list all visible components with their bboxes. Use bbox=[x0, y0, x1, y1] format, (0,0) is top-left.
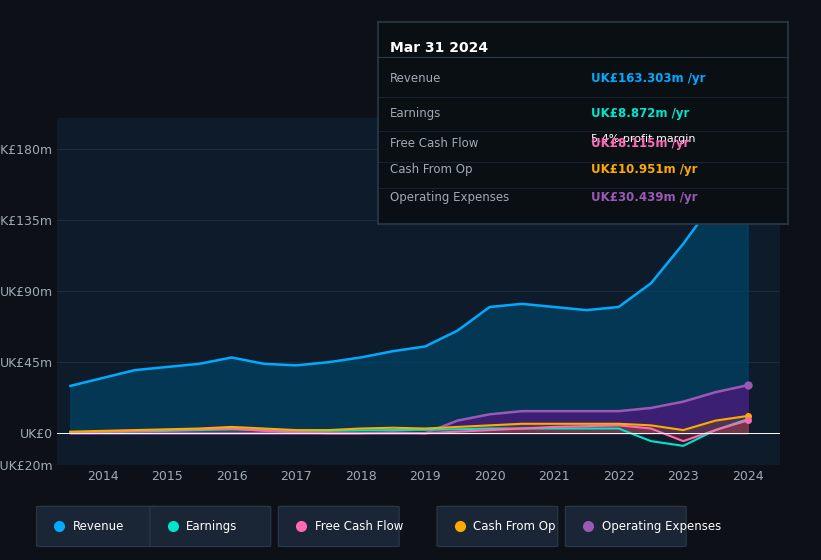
Text: UK£10.951m /yr: UK£10.951m /yr bbox=[591, 163, 698, 176]
FancyBboxPatch shape bbox=[566, 506, 686, 547]
Text: Earnings: Earnings bbox=[186, 520, 237, 533]
Text: UK£30.439m /yr: UK£30.439m /yr bbox=[591, 192, 698, 204]
Text: Revenue: Revenue bbox=[73, 520, 124, 533]
Text: Cash From Op: Cash From Op bbox=[390, 163, 472, 176]
Text: UK£8.872m /yr: UK£8.872m /yr bbox=[591, 106, 690, 120]
Text: Free Cash Flow: Free Cash Flow bbox=[390, 137, 479, 150]
FancyBboxPatch shape bbox=[278, 506, 399, 547]
Text: UK£163.303m /yr: UK£163.303m /yr bbox=[591, 72, 705, 85]
Text: Mar 31 2024: Mar 31 2024 bbox=[390, 40, 488, 54]
Text: Operating Expenses: Operating Expenses bbox=[602, 520, 721, 533]
FancyBboxPatch shape bbox=[37, 506, 158, 547]
Text: Operating Expenses: Operating Expenses bbox=[390, 192, 509, 204]
Text: Revenue: Revenue bbox=[390, 72, 442, 85]
Text: UK£8.115m /yr: UK£8.115m /yr bbox=[591, 137, 690, 150]
Text: Cash From Op: Cash From Op bbox=[473, 520, 556, 533]
FancyBboxPatch shape bbox=[437, 506, 557, 547]
Text: Earnings: Earnings bbox=[390, 106, 442, 120]
Text: Free Cash Flow: Free Cash Flow bbox=[314, 520, 403, 533]
Text: 5.4% profit margin: 5.4% profit margin bbox=[591, 134, 695, 144]
FancyBboxPatch shape bbox=[150, 506, 271, 547]
